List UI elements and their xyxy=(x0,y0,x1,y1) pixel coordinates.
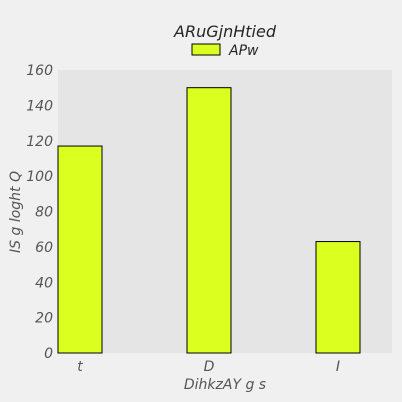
chart-title: ARuGjnHtied xyxy=(173,22,277,41)
y-tick-label: 40 xyxy=(35,275,53,291)
bar-t xyxy=(57,145,103,354)
y-tick-label: 140 xyxy=(26,98,53,114)
y-axis-ticks: 0 20 40 60 80 100 120 140 160 xyxy=(26,63,53,362)
y-tick-label: 160 xyxy=(26,63,53,79)
x-tick-label: t xyxy=(77,359,83,375)
y-axis-label: IS g loght Q xyxy=(8,171,24,253)
legend-swatch xyxy=(191,43,221,56)
y-tick-label: 80 xyxy=(35,205,53,221)
x-tick-label: I xyxy=(336,359,340,375)
legend-label: APw xyxy=(228,43,259,59)
y-tick-label: 120 xyxy=(26,134,53,150)
bar-I xyxy=(315,241,361,354)
bars-group xyxy=(57,87,361,354)
y-tick-label: 100 xyxy=(26,169,53,185)
x-axis-label: DihkzAY g s xyxy=(184,377,266,393)
y-tick-label: 0 xyxy=(44,346,53,362)
x-tick-label: D xyxy=(204,359,215,375)
bar-D xyxy=(186,87,232,354)
y-tick-label: 60 xyxy=(35,240,53,256)
legend: APw xyxy=(191,43,259,59)
y-tick-label: 20 xyxy=(35,311,53,327)
